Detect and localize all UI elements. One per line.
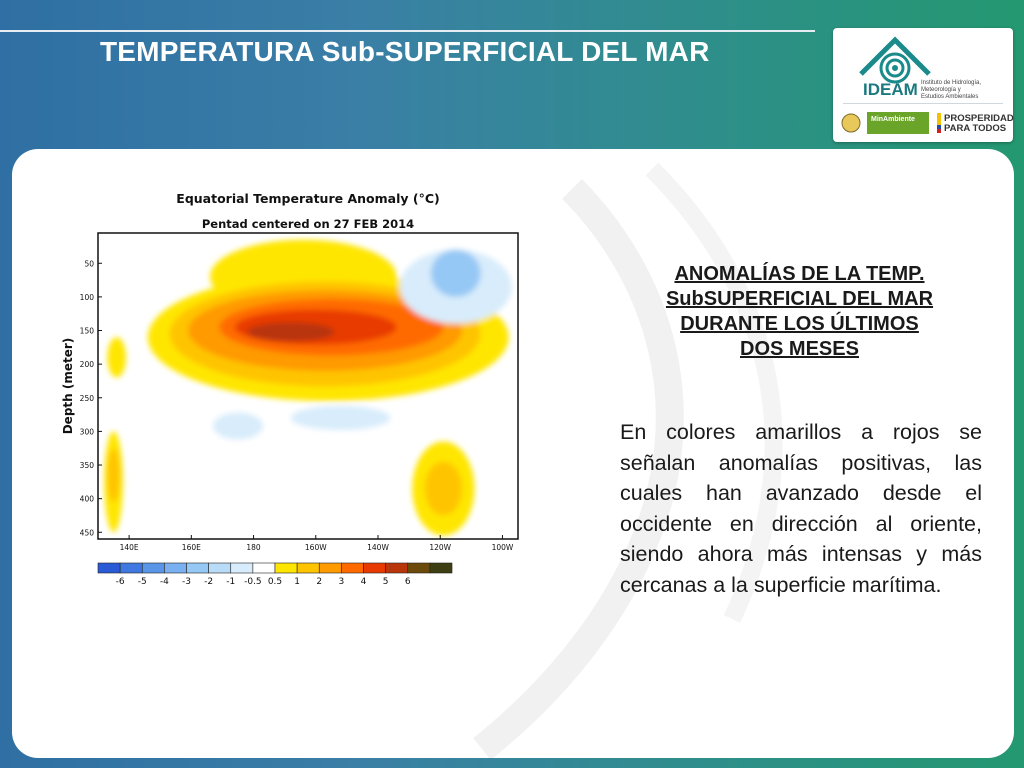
colorbar-swatch-0 <box>97 562 121 574</box>
slide-title: TEMPERATURA Sub-SUPERFICIAL DEL MAR <box>100 36 710 67</box>
colorbar-label--3: -3 <box>182 577 191 587</box>
colorbar-swatch-15 <box>429 562 453 574</box>
ideam-institute-line-2: Meteorología y <box>921 87 961 93</box>
colorbar-swatch-9 <box>296 562 320 574</box>
colorbar-label--2: -2 <box>204 577 213 587</box>
colorbar-swatch-14 <box>407 562 431 574</box>
ideam-institute-line-1: Instituto de Hidrología, <box>921 80 982 86</box>
slogan-line-1: PROSPERIDAD <box>944 113 1014 124</box>
x-axis-ticks: 140E 160E 180 160W 140W 120W 100W <box>120 535 514 552</box>
colorbar-label-1: 1 <box>294 577 300 587</box>
colorbar-label-0.5: 0.5 <box>268 577 282 587</box>
anomaly-contour-0.5-4 <box>107 337 126 378</box>
colorbar-swatch-7 <box>252 562 276 574</box>
anomaly-contour-5-0 <box>247 322 335 342</box>
colorbar-label--6: -6 <box>116 577 125 587</box>
y-tick-label-200: 200 <box>80 360 95 369</box>
x-tick-label-120W: 120W <box>429 543 451 552</box>
colorbar-label-4: 4 <box>361 577 367 587</box>
y-tick-label-100: 100 <box>80 293 95 302</box>
y-tick-label-350: 350 <box>80 461 95 470</box>
colorbar-swatch-12 <box>363 562 386 574</box>
right-panel-title: ANOMALÍAS DE LA TEMP. SubSUPERFICIAL DEL… <box>612 262 987 362</box>
colorbar-label--1: -1 <box>226 577 235 587</box>
ideam-logo-icon <box>841 36 1003 134</box>
colorbar-label-5: 5 <box>383 577 389 587</box>
colorbar-swatch-8 <box>274 562 298 574</box>
title-rule <box>0 30 815 32</box>
y-tick-label-300: 300 <box>80 427 95 436</box>
anomaly-contour--0.5-0 <box>213 412 263 440</box>
x-tick-label-140W: 140W <box>367 543 389 552</box>
colorbar-label--5: -5 <box>138 577 147 587</box>
x-tick-label-180: 180 <box>246 543 261 552</box>
x-tick-label-100W: 100W <box>492 543 514 552</box>
content-panel: Equatorial Temperature Anomaly (°C) Pent… <box>12 149 1014 758</box>
right-title-line-4: DOS MESES <box>740 338 859 360</box>
colorbar-swatch-1 <box>119 562 143 574</box>
y-axis-ticks: 50 100 150 200 250 300 350 400 450 <box>80 259 102 537</box>
y-tick-label-450: 450 <box>80 528 95 537</box>
right-title-line-3: DURANTE LOS ÚLTIMOS <box>680 313 919 335</box>
watermark-swirl-icon <box>473 162 783 758</box>
temperature-anomaly-chart: Equatorial Temperature Anomaly (°C) Pent… <box>61 191 519 587</box>
colorbar-label--4: -4 <box>160 577 169 587</box>
colorbar-legend: -6 -5 -4 -3 -2 -1 -0.5 0.5 1 2 3 4 5 6 <box>97 562 453 587</box>
right-panel-body: En colores amarillos a rojos se señalan … <box>620 420 982 597</box>
x-tick-label-160W: 160W <box>305 543 327 552</box>
colorbar-swatch-4 <box>186 562 209 574</box>
ministry-label: MinAmbiente <box>871 116 915 123</box>
x-tick-label-160E: 160E <box>182 543 201 552</box>
colorbar-label-3: 3 <box>339 577 345 587</box>
y-tick-label-400: 400 <box>80 495 95 504</box>
anomaly-contour-1-2 <box>107 448 120 503</box>
colorbar-swatch-2 <box>141 562 165 574</box>
y-tick-label-50: 50 <box>84 259 94 268</box>
anomaly-contour--1-0 <box>430 249 481 297</box>
colorbar-swatch-11 <box>341 562 364 574</box>
colorbar-swatch-13 <box>385 562 409 574</box>
anomaly-contour-1-1 <box>424 461 463 516</box>
colorbar-swatch-5 <box>208 562 232 574</box>
colorbar-swatch-10 <box>318 562 342 574</box>
x-tick-label-140E: 140E <box>120 543 139 552</box>
chart-title: Equatorial Temperature Anomaly (°C) <box>176 191 439 206</box>
colorbar-swatch-6 <box>230 562 254 574</box>
chart-subtitle: Pentad centered on 27 FEB 2014 <box>202 217 414 231</box>
right-title-line-2: SubSUPERFICIAL DEL MAR <box>665 288 934 310</box>
anomaly-contour--0.5-2 <box>290 405 391 431</box>
ideam-institute-line-3: Estudios Ambientales <box>921 94 979 100</box>
y-tick-label-250: 250 <box>80 394 95 403</box>
plot-frame <box>97 232 519 540</box>
colorbar-label--0.5: -0.5 <box>244 577 262 587</box>
colorbar-label-6: 6 <box>405 577 411 587</box>
ideam-name: IDEAM <box>863 80 918 99</box>
slogan-line-2: PARA TODOS <box>944 123 1007 134</box>
y-tick-label-150: 150 <box>80 327 95 336</box>
y-axis-label: Depth (meter) <box>61 338 75 435</box>
heatmap-field <box>104 239 512 536</box>
right-title-line-1: ANOMALÍAS DE LA TEMP. <box>674 263 925 285</box>
colorbar-label-2: 2 <box>316 577 322 587</box>
colorbar-swatch-3 <box>164 562 187 574</box>
ideam-logo-box: IDEAM Instituto de Hidrología, Meteorolo… <box>833 28 1014 142</box>
